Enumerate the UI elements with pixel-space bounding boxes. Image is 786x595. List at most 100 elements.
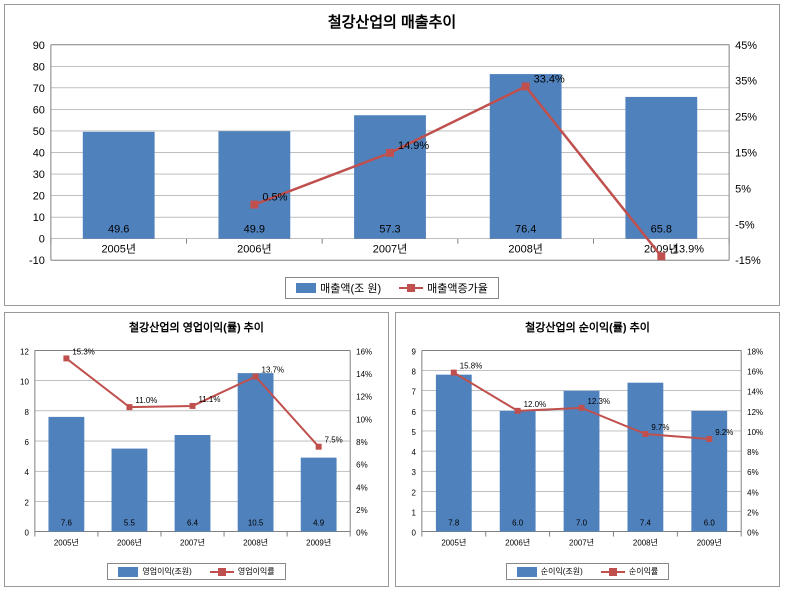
svg-text:14%: 14% <box>356 370 372 379</box>
chart-operating-profit: 철강산업의 영업이익(률) 추이 0246810120%2%4%6%8%10%1… <box>4 312 389 587</box>
bar <box>48 417 84 532</box>
bar <box>625 97 697 239</box>
line-marker <box>386 149 394 157</box>
line-marker <box>579 405 585 411</box>
line-marker <box>63 355 69 361</box>
svg-text:2%: 2% <box>747 508 758 517</box>
svg-text:-5%: -5% <box>735 219 755 231</box>
legend-item-line: 매출액증가율 <box>399 280 488 296</box>
svg-text:7: 7 <box>411 388 416 397</box>
line-value-label: 0.5% <box>262 192 287 204</box>
svg-text:70: 70 <box>33 83 45 95</box>
bar-value-label: 7.4 <box>640 519 652 528</box>
category-label: 2006년 <box>505 537 530 547</box>
chart-title: 철강산업의 영업이익(률) 추이 <box>129 313 264 335</box>
legend-label: 영업이익률 <box>238 566 275 577</box>
svg-text:16%: 16% <box>747 368 763 377</box>
legend-label: 매출액(조 원) <box>320 280 381 296</box>
category-label: 2008년 <box>508 243 543 256</box>
bar-value-label: 7.8 <box>448 519 460 528</box>
svg-text:35%: 35% <box>735 76 757 88</box>
svg-text:5%: 5% <box>735 183 751 195</box>
chart-title: 철강산업의 순이익(률) 추이 <box>525 313 650 335</box>
bar <box>218 131 290 239</box>
line-value-label: 9.2% <box>715 428 733 437</box>
svg-text:8%: 8% <box>747 448 758 457</box>
legend-item-bars: 매출액(조 원) <box>296 280 381 296</box>
bar-value-label: 4.9 <box>313 519 325 528</box>
svg-text:30: 30 <box>33 169 45 181</box>
legend-line-icon <box>399 287 423 289</box>
legend-line-icon <box>210 571 234 573</box>
category-label: 2006년 <box>117 537 142 547</box>
line-marker <box>451 370 457 376</box>
legend-item-line: 영업이익률 <box>210 566 275 577</box>
svg-text:4%: 4% <box>356 483 367 492</box>
bar-value-label: 6.4 <box>187 519 199 528</box>
bar-value-label: 49.6 <box>108 224 129 236</box>
legend-item-line: 순이익률 <box>601 566 658 577</box>
line-value-label: 13.7% <box>262 366 285 375</box>
svg-text:12%: 12% <box>747 408 763 417</box>
legend-label: 순이익(조원) <box>541 566 583 577</box>
category-label: 2007년 <box>569 537 594 547</box>
line-marker <box>253 374 259 380</box>
svg-text:4: 4 <box>411 448 416 457</box>
legend: 순이익(조원) 순이익률 <box>506 563 670 580</box>
line-series <box>254 86 661 256</box>
svg-text:60: 60 <box>33 104 45 116</box>
svg-text:4%: 4% <box>747 488 758 497</box>
line-marker <box>706 436 712 442</box>
svg-text:14%: 14% <box>747 388 763 397</box>
category-label: 2008년 <box>243 537 268 547</box>
bar <box>354 115 426 238</box>
svg-text:6%: 6% <box>356 461 367 470</box>
bar-value-label: 6.0 <box>704 519 716 528</box>
plot-area: 0246810120%2%4%6%8%10%12%14%16%7.62005년5… <box>5 335 388 559</box>
line-marker <box>642 431 648 437</box>
svg-text:15%: 15% <box>735 147 757 159</box>
svg-text:16%: 16% <box>356 347 372 356</box>
line-value-label: 7.5% <box>325 436 343 445</box>
bar <box>436 375 472 532</box>
svg-text:10: 10 <box>33 212 45 224</box>
bar <box>500 411 536 532</box>
category-label: 2007년 <box>373 243 408 256</box>
line-marker <box>515 408 521 414</box>
legend-item-bars: 순이익(조원) <box>517 566 583 577</box>
svg-text:3: 3 <box>411 468 416 477</box>
svg-text:0%: 0% <box>747 529 758 538</box>
svg-text:8: 8 <box>24 408 29 417</box>
line-marker <box>126 404 132 410</box>
plot-area: -100102030405060708090-15%-5%5%15%25%35%… <box>5 32 779 273</box>
category-label: 2005년 <box>101 243 135 256</box>
line-value-label: 12.0% <box>524 400 547 409</box>
svg-text:6: 6 <box>411 408 416 417</box>
chart-title: 철강산업의 매출추이 <box>328 5 456 32</box>
chart-net-profit: 철강산업의 순이익(률) 추이 01234567890%2%4%6%8%10%1… <box>395 312 780 587</box>
svg-text:40: 40 <box>33 147 45 159</box>
legend-swatch-icon <box>296 283 316 293</box>
line-marker <box>657 252 665 260</box>
line-marker <box>190 403 196 409</box>
legend-label: 매출액증가율 <box>427 280 488 296</box>
svg-text:6: 6 <box>24 438 29 447</box>
bar <box>238 373 274 531</box>
category-label: 2008년 <box>633 537 658 547</box>
category-label: 2009년 <box>697 537 722 547</box>
svg-text:45%: 45% <box>735 40 757 52</box>
svg-text:5: 5 <box>411 428 416 437</box>
legend: 매출액(조 원) 매출액증가율 <box>285 277 499 299</box>
svg-text:8%: 8% <box>356 438 367 447</box>
svg-text:-10: -10 <box>29 255 45 267</box>
line-value-label: 14.9% <box>398 140 429 152</box>
legend-label: 영업이익(조원) <box>142 566 192 577</box>
bar-value-label: 5.5 <box>124 519 136 528</box>
svg-text:6%: 6% <box>747 468 758 477</box>
svg-text:12: 12 <box>20 347 29 356</box>
svg-text:10%: 10% <box>747 428 763 437</box>
line-value-label: 15.8% <box>460 362 483 371</box>
line-value-label: -13.9% <box>669 243 704 255</box>
bar-value-label: 76.4 <box>515 224 536 236</box>
legend-swatch-icon <box>517 567 537 577</box>
